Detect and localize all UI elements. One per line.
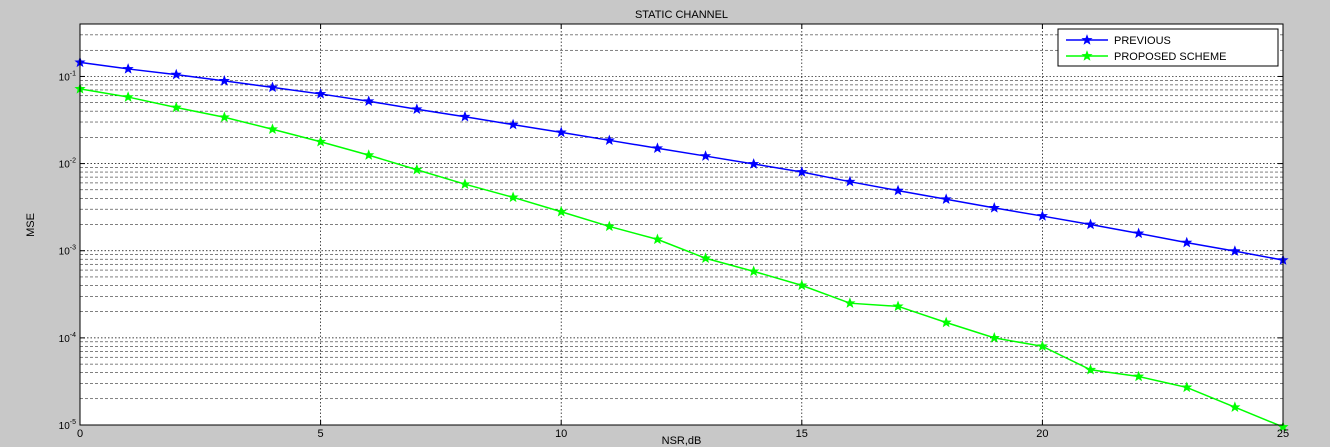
data-point-previous	[844, 175, 856, 187]
data-point-previous	[796, 166, 808, 177]
data-point-previous	[459, 110, 471, 122]
data-point-previous	[892, 184, 904, 196]
data-point-proposed-scheme	[699, 252, 712, 263]
data-point-previous	[699, 150, 712, 161]
data-point-previous	[1181, 236, 1193, 248]
data-point-previous	[1133, 227, 1145, 239]
data-point-previous	[266, 81, 279, 93]
data-point-previous	[988, 202, 1000, 213]
data-point-previous	[411, 103, 423, 115]
data-point-previous	[507, 118, 519, 130]
y-axis-label: MSE	[25, 213, 37, 237]
legend-star-icon	[1081, 34, 1093, 45]
plot-frame	[79, 23, 1284, 426]
data-point-previous	[603, 134, 615, 146]
data-point-proposed-scheme	[363, 149, 375, 160]
ticks: 0 5 10 15 20 25 10-1 10-2 10-3 10-4 10-5	[59, 24, 1289, 440]
data-point-proposed-scheme	[266, 123, 279, 134]
series-proposed-scheme	[74, 83, 1289, 432]
chart-title: STATIC CHANNEL	[635, 9, 728, 21]
data-point-proposed-scheme	[988, 332, 1000, 343]
y-tick-label: 10-1	[59, 70, 76, 83]
series-line-proposed-scheme	[79, 88, 1284, 428]
data-point-proposed-scheme	[651, 233, 664, 245]
grid	[80, 24, 1283, 425]
y-tick-label: 10-4	[59, 332, 76, 345]
data-point-previous	[315, 88, 327, 99]
legend-box	[1057, 28, 1279, 67]
data-point-previous	[1229, 245, 1241, 256]
data-point-proposed-scheme	[1181, 381, 1193, 393]
data-point-proposed-scheme	[748, 265, 760, 277]
x-tick-label: 20	[1036, 428, 1048, 440]
data-point-previous	[940, 193, 952, 204]
x-axis-label: NSR,dB	[662, 435, 702, 447]
data-point-proposed-scheme	[796, 279, 808, 291]
data-point-proposed-scheme	[892, 300, 904, 312]
legend-marker-proposed-scheme	[1081, 50, 1093, 61]
series-line-previous	[79, 61, 1284, 261]
x-tick-label: 0	[77, 428, 83, 440]
data-point-previous	[218, 75, 230, 86]
data-point-proposed-scheme	[844, 297, 856, 308]
legend-label-proposed-scheme: PROPOSED SCHEME	[1114, 51, 1226, 63]
legend-marker-previous	[1081, 34, 1093, 45]
data-point-proposed-scheme	[315, 135, 327, 147]
y-tick-label: 10-2	[59, 158, 76, 171]
data-point-proposed-scheme	[218, 111, 230, 123]
data-point-previous	[748, 158, 760, 169]
data-point-previous	[122, 63, 134, 74]
x-tick-label: 15	[796, 428, 808, 440]
data-point-previous	[170, 68, 182, 80]
data-point-proposed-scheme	[411, 163, 423, 175]
data-point-proposed-scheme	[507, 191, 519, 203]
data-point-proposed-scheme	[170, 101, 182, 113]
legend: PREVIOUS PROPOSED SCHEME	[1057, 28, 1279, 67]
data-point-proposed-scheme	[603, 220, 615, 232]
data-point-previous	[363, 95, 375, 106]
data-point-proposed-scheme	[459, 178, 471, 189]
x-tick-label: 5	[318, 428, 324, 440]
x-tick-label: 25	[1277, 428, 1289, 440]
y-tick-label: 10-5	[59, 419, 76, 432]
data-point-proposed-scheme	[1229, 401, 1241, 412]
data-point-previous	[1084, 218, 1097, 230]
data-point-previous	[1036, 210, 1048, 221]
legend-star-icon	[1081, 50, 1093, 61]
data-point-previous	[651, 142, 664, 153]
data-point-proposed-scheme	[1084, 363, 1097, 375]
data-point-proposed-scheme	[555, 205, 567, 217]
legend-label-previous: PREVIOUS	[1114, 35, 1171, 47]
data-point-proposed-scheme	[1036, 340, 1048, 352]
x-tick-label: 10	[555, 428, 567, 440]
data-point-proposed-scheme	[940, 316, 952, 328]
y-tick-label: 10-3	[59, 245, 76, 258]
data-point-previous	[555, 126, 567, 138]
series-layer	[74, 56, 1289, 432]
data-point-proposed-scheme	[122, 91, 134, 102]
data-point-proposed-scheme	[1133, 370, 1145, 382]
